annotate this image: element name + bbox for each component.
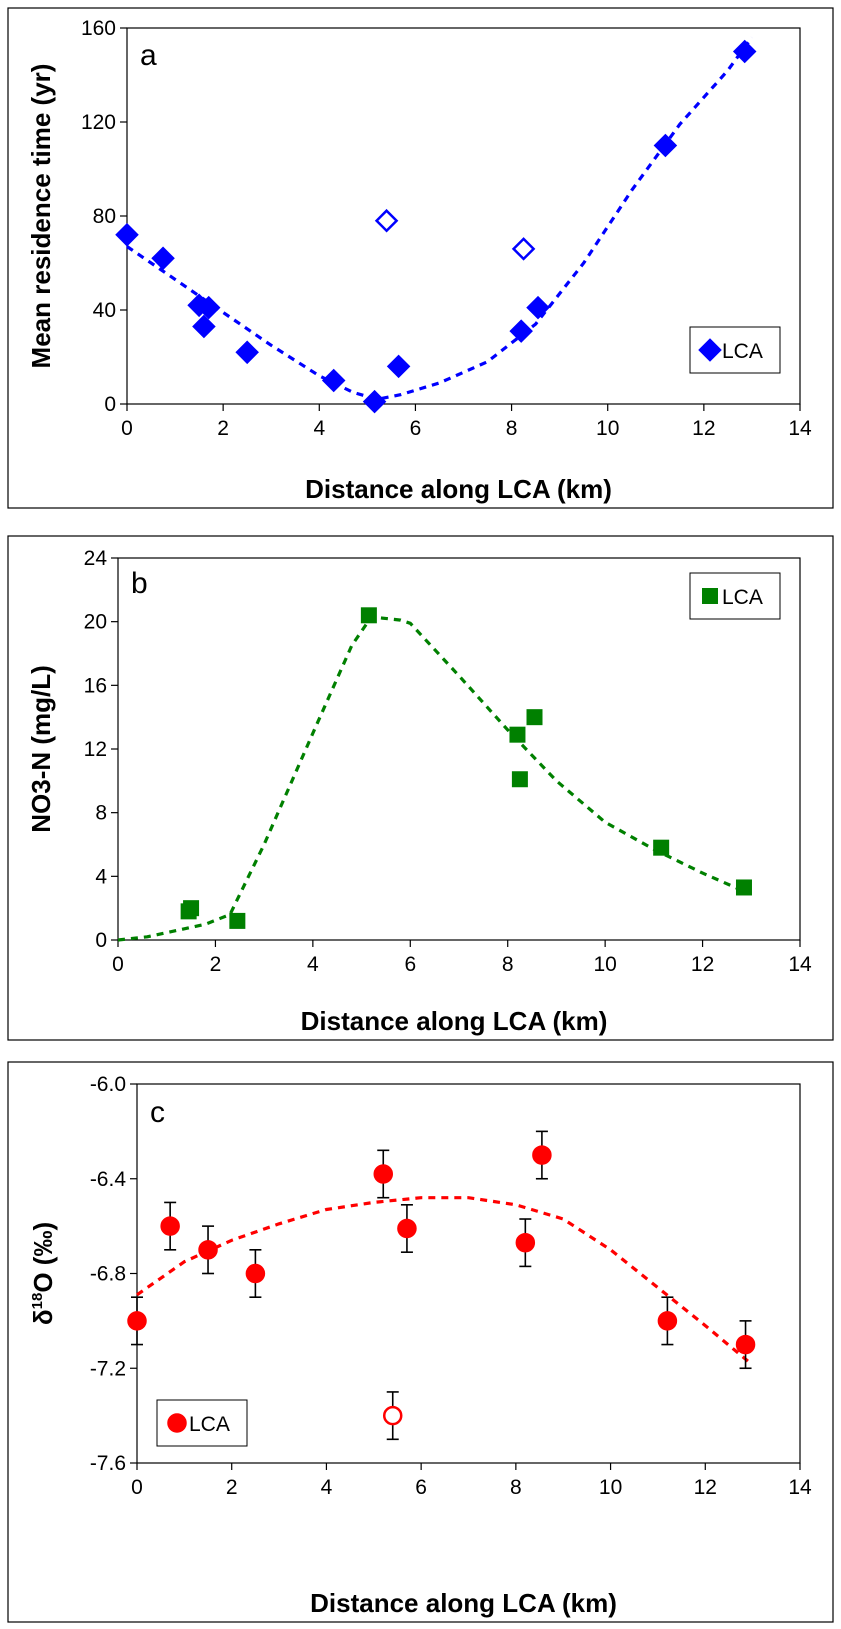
x-tick-label: 12	[691, 953, 714, 976]
y-tick-label: 120	[81, 111, 116, 134]
x-tick-label: 0	[131, 1476, 143, 1499]
x-tick-label: 8	[506, 417, 518, 440]
y-tick-label: 0	[95, 929, 107, 952]
x-tick-label: 2	[210, 953, 222, 976]
y-tick-label: 8	[95, 802, 107, 825]
y-tick-label: 24	[84, 547, 108, 570]
legend-label: LCA	[722, 340, 763, 363]
legend-label: LCA	[722, 586, 763, 609]
data-point	[533, 1147, 550, 1164]
data-point	[510, 727, 525, 742]
data-point	[527, 710, 542, 725]
chart-panel-a: 0 2 4 6 8 10 12 14 0 40 80 120 160 Distance along LCA…	[8, 8, 833, 508]
data-point	[654, 840, 669, 855]
x-axis-title: Distance along LCA (km)	[301, 1006, 608, 1036]
x-tick-label: 6	[404, 953, 416, 976]
data-point	[129, 1312, 146, 1329]
y-tick-label: 40	[93, 299, 116, 322]
y-axis-title-main: δ	[28, 1309, 58, 1325]
y-axis-title-sup: 18	[29, 1293, 46, 1310]
legend-marker	[703, 589, 718, 604]
x-tick-label: 14	[788, 953, 812, 976]
y-tick-label: -7.6	[90, 1452, 126, 1475]
data-point	[517, 1234, 534, 1251]
y-axis-title-rest: O (‰)	[28, 1222, 58, 1293]
data-point	[247, 1265, 264, 1282]
data-point	[184, 901, 199, 916]
data-point	[512, 772, 527, 787]
data-point	[361, 608, 376, 623]
x-tick-label: 12	[692, 417, 715, 440]
x-tick-label: 2	[226, 1476, 238, 1499]
data-point-open	[384, 1407, 401, 1424]
x-tick-label: 10	[599, 1476, 622, 1499]
x-tick-label: 2	[217, 417, 229, 440]
y-tick-label: -7.2	[90, 1357, 126, 1380]
y-axis-title: Mean residence time (yr)	[26, 64, 56, 369]
y-tick-label: 20	[84, 611, 107, 634]
x-tick-label: 4	[307, 953, 319, 976]
x-axis-title: Distance along LCA (km)	[310, 1588, 617, 1618]
data-point	[736, 880, 751, 895]
x-tick-label: 10	[596, 417, 619, 440]
legend-label: LCA	[189, 1413, 230, 1436]
y-tick-label: 12	[84, 738, 107, 761]
data-point	[375, 1166, 392, 1183]
data-point	[162, 1218, 179, 1235]
panel-letter: a	[140, 39, 157, 72]
data-point	[659, 1312, 676, 1329]
y-tick-label: 80	[93, 205, 116, 228]
x-tick-label: 14	[788, 1476, 812, 1499]
y-axis-title: NO3-N (mg/L)	[26, 665, 56, 833]
x-tick-label: 8	[510, 1476, 522, 1499]
x-axis-title: Distance along LCA (km)	[305, 474, 612, 504]
data-point	[200, 1241, 217, 1258]
data-point	[398, 1220, 415, 1237]
data-point	[737, 1336, 754, 1353]
panel-letter: c	[150, 1096, 165, 1129]
y-tick-label: 0	[104, 393, 116, 416]
y-axis-title: δ18O (‰)	[28, 1222, 58, 1325]
x-tick-label: 12	[694, 1476, 717, 1499]
y-tick-label: -6.8	[90, 1263, 126, 1286]
panel-letter: b	[131, 567, 148, 600]
data-point	[230, 913, 245, 928]
x-tick-label: 10	[593, 953, 616, 976]
x-tick-label: 6	[410, 417, 422, 440]
y-tick-label: 4	[95, 865, 107, 888]
y-tick-label: 160	[81, 17, 116, 40]
x-tick-label: 4	[313, 417, 325, 440]
y-tick-label: 16	[84, 674, 107, 697]
x-tick-label: 0	[121, 417, 133, 440]
x-tick-label: 8	[502, 953, 514, 976]
chart-panel-c: 0 2 4 6 8 10 12 14 -7.6 -7.2 -6.8 -6.4 -6.0 Distance …	[8, 1062, 833, 1622]
legend-marker	[169, 1415, 186, 1432]
x-tick-label: 4	[321, 1476, 333, 1499]
x-tick-label: 0	[112, 953, 124, 976]
x-tick-label: 14	[788, 417, 812, 440]
panel-frame	[8, 1062, 833, 1622]
x-tick-label: 6	[415, 1476, 427, 1499]
y-tick-label: -6.0	[90, 1073, 126, 1096]
y-tick-label: -6.4	[90, 1168, 127, 1191]
